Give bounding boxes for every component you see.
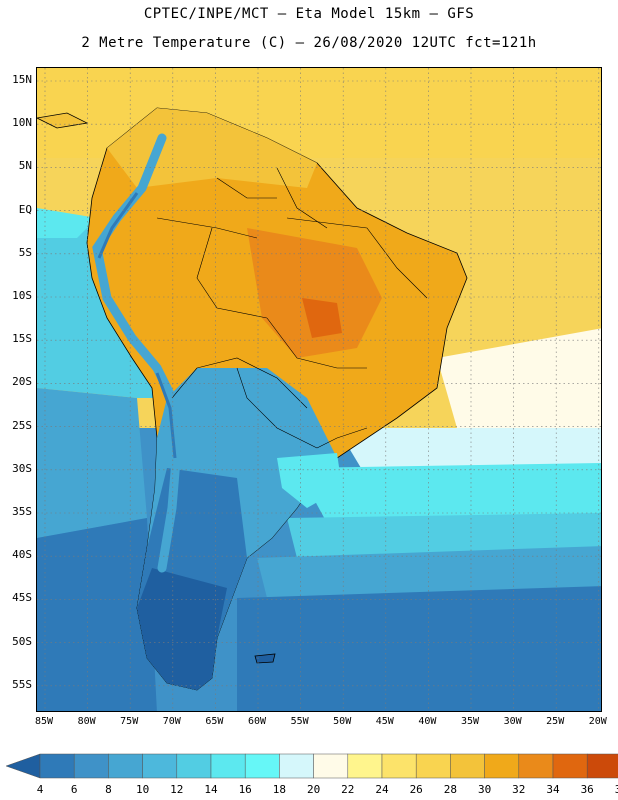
colorbar-label: 10	[135, 783, 150, 796]
colorbar-swatch	[39, 753, 75, 779]
lat-label: 30S	[12, 461, 32, 475]
lat-label: 45S	[12, 591, 32, 605]
land-hottest-spot	[302, 298, 342, 338]
lat-label: 50S	[12, 634, 32, 648]
falkland-islands	[254, 653, 276, 664]
colorbar-swatch	[210, 753, 246, 779]
colorbar-swatch	[244, 753, 280, 779]
lon-label: 20W	[588, 716, 607, 727]
colorbar-label: 34	[546, 783, 560, 796]
uruguay-region	[277, 453, 342, 508]
lon-label: 45W	[375, 716, 394, 727]
temperature-map	[36, 67, 602, 712]
lat-label: 25S	[12, 418, 32, 432]
colorbar-label: 36	[580, 783, 594, 796]
land-hot-core	[247, 228, 382, 358]
lon-label: 80W	[77, 716, 96, 727]
colorbar-swatch	[586, 753, 618, 779]
lat-label: 55S	[12, 677, 32, 691]
lat-label: 15N	[12, 73, 32, 86]
colorbar-swatch	[347, 753, 383, 779]
colorbar-label: 16	[238, 783, 252, 796]
colorbar-swatch	[73, 753, 109, 779]
colorbar-label: 32	[512, 783, 526, 796]
lat-label: 35S	[12, 505, 32, 518]
lon-label: 55W	[290, 716, 309, 727]
colorbar-label: 14	[204, 783, 218, 796]
colorbar-label: 30	[477, 783, 492, 796]
colorbar-label: 24	[375, 783, 389, 796]
colorbar-label: 20	[306, 783, 321, 796]
colorbar-label: 38	[611, 783, 618, 796]
map-subtitle: 2 Metre Temperature (C) – 26/08/2020 12U…	[81, 35, 537, 51]
andes-peaks	[97, 192, 177, 459]
colorbar-swatch	[450, 753, 485, 779]
colorbar-swatch	[518, 753, 554, 779]
colorbar-swatch	[484, 753, 520, 779]
pacific-deep-water	[37, 518, 157, 711]
lon-label: 30W	[503, 716, 522, 727]
ocean-deep-band	[237, 586, 601, 711]
lat-label: 10N	[12, 116, 32, 130]
colorbar-label: 18	[272, 783, 287, 796]
lon-label: 25W	[546, 716, 565, 727]
pacific-blue-water	[37, 388, 147, 538]
colorbar-swatch	[279, 753, 314, 779]
colorbar-label: 28	[443, 783, 458, 796]
colorbar-swatch	[415, 753, 451, 779]
pacific-cyan-water	[37, 208, 97, 238]
lat-label: 5N	[18, 159, 32, 173]
lon-label: 60W	[247, 716, 267, 727]
colorbar-label: 4	[36, 783, 44, 796]
colorbar-swatch	[142, 753, 178, 779]
lat-label: 5S	[18, 245, 32, 259]
lat-label: 10S	[12, 289, 32, 302]
colorbar-label: 6	[70, 783, 78, 796]
country-borders	[156, 167, 428, 449]
colorbar-swatch	[313, 753, 349, 779]
colorbar-label: 8	[105, 783, 112, 796]
lat-label: EQ	[18, 202, 32, 216]
colorbar-low-arrow	[5, 753, 41, 779]
colorbar-swatch	[552, 753, 588, 779]
colorbar-label: 22	[341, 783, 355, 796]
ocean-pale-band	[437, 328, 601, 428]
lat-label: 15S	[12, 332, 32, 346]
map-title: CPTEC/INPE/MCT – Eta Model 15km – GFS	[143, 6, 475, 22]
lon-label: 65W	[205, 716, 224, 727]
colorbar-swatch	[176, 753, 212, 779]
colorbar-swatch	[108, 753, 143, 779]
lon-label: 85W	[34, 716, 54, 727]
lon-label: 70W	[162, 716, 181, 727]
lon-label: 35W	[460, 716, 480, 727]
ocean-cyan-band	[297, 463, 601, 523]
lon-label: 75W	[120, 716, 139, 727]
lon-label: 40W	[418, 716, 437, 727]
lat-label: 40S	[12, 548, 32, 562]
colorbar	[5, 753, 618, 779]
colorbar-label: 12	[170, 783, 184, 796]
lon-label: 50W	[333, 716, 352, 727]
lat-label: 20S	[12, 375, 32, 389]
ocean-teal-band	[287, 513, 601, 558]
colorbar-swatch	[381, 753, 417, 779]
colorbar-label: 26	[409, 783, 423, 796]
patagonia-coldest	[137, 568, 227, 690]
northern-land-band	[107, 108, 317, 188]
